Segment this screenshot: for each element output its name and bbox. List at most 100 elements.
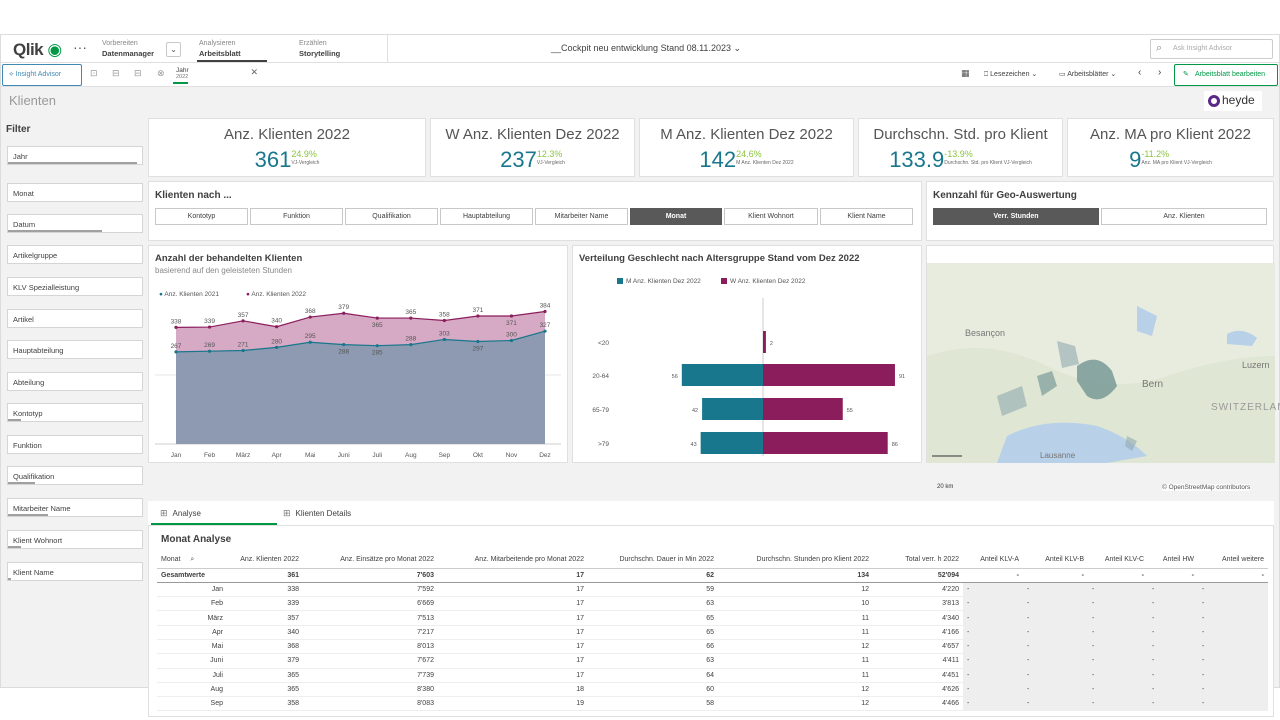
table-cell: 19: [438, 696, 588, 712]
filter-qualifikation[interactable]: Qualifikation: [7, 466, 143, 485]
column-header[interactable]: Anteil HW: [1148, 552, 1198, 569]
map-canvas[interactable]: [927, 246, 1275, 464]
dimension-button-mitarbeiter-name[interactable]: Mitarbeiter Name: [535, 208, 628, 225]
dimension-button-klient-wohnort[interactable]: Klient Wohnort: [724, 208, 818, 225]
search-icon[interactable]: ⌕: [188, 555, 195, 563]
grid-icon[interactable]: ▦: [961, 68, 970, 78]
table-row[interactable]: Mai 368 8'013 17 66 12 4'657- - - - -: [157, 639, 1268, 655]
bar-w: [763, 331, 766, 353]
filter-klient-wohnort[interactable]: Klient Wohnort: [7, 530, 143, 549]
kpi-card[interactable]: W Anz. Klienten Dez 2022 237 12.3% VJ-Vergl…: [430, 118, 635, 177]
kpi-card[interactable]: Anz. Klienten 2022 361 24.9% VJ-Vergleich: [148, 118, 426, 177]
filter-artikel[interactable]: Artikel: [7, 309, 143, 328]
legend-item-2022[interactable]: ● Anz. Klienten 2022: [246, 291, 306, 298]
legend-item-2021[interactable]: ● Anz. Klienten 2021: [159, 291, 219, 298]
filter-datum[interactable]: Datum: [7, 214, 143, 233]
geo-button-anz-klienten[interactable]: Anz. Klienten: [1101, 208, 1267, 225]
dimension-selector-card: Klienten nach ... Kontotyp Funktion Qualif…: [148, 181, 922, 241]
clients-area-chart[interactable]: Anzahl der behandelten Klienten basieren…: [148, 245, 568, 463]
step-back-icon[interactable]: ⊟: [112, 68, 120, 78]
chevron-down-icon: ⌄: [733, 43, 742, 53]
data-label-2022: 365: [372, 322, 383, 329]
table-row[interactable]: Juli 365 7'739 17 64 11 4'451- - - - -: [157, 668, 1268, 683]
nav-prepare[interactable]: Vorbereiten Datenmanager: [102, 40, 155, 58]
qlik-logo[interactable]: Qlik ◉: [13, 40, 62, 59]
dimension-button-kontotyp[interactable]: Kontotyp: [155, 208, 248, 225]
filter-klv-spezialleistung[interactable]: KLV Spezialleistung: [7, 277, 143, 296]
x-tick-label: Sep: [439, 452, 451, 459]
filter-abteilung[interactable]: Abteilung: [7, 372, 143, 391]
filter-mitarbeiter-name[interactable]: Mitarbeiter Name: [7, 498, 143, 517]
geo-map-card[interactable]: Besançon Luzern Bern SWITZERLAND Lausanne 20 …: [926, 245, 1280, 491]
sheets-button[interactable]: ▭ Arbeitsblätter ⌄: [1059, 71, 1117, 78]
gender-age-pyramid-chart[interactable]: Verteilung Geschlecht nach Altersgruppe …: [572, 245, 922, 463]
filter-funktion[interactable]: Funktion: [7, 435, 143, 454]
filter-jahr[interactable]: Jahr: [7, 146, 143, 165]
filter-selection-bar: [8, 162, 137, 164]
table-total-row: Gesamtwerte 361 7'603 17 62 134 52'094- - - - -: [157, 568, 1268, 583]
edit-sheet-button[interactable]: ✎ Arbeitsblatt bearbeiten: [1174, 64, 1278, 86]
table-row[interactable]: Apr 340 7'217 17 65 11 4'166- - - - -: [157, 625, 1268, 640]
legend-item-m[interactable]: M Anz. Klienten Dez 2022: [617, 278, 701, 285]
dimension-button-hauptabteilung[interactable]: Hauptabteilung: [440, 208, 533, 225]
table-cell: Juli: [157, 668, 227, 683]
column-header[interactable]: Anz. Mitarbeitende pro Monat 2022: [438, 552, 588, 569]
filter-kontotyp[interactable]: Kontotyp: [7, 403, 143, 422]
step-forward-icon[interactable]: ⊟: [134, 68, 142, 78]
dimension-button-funktion[interactable]: Funktion: [250, 208, 343, 225]
kpi-card[interactable]: M Anz. Klienten Dez 2022 142 24.6% M Anz. K…: [639, 118, 854, 177]
column-header[interactable]: Anz. Einsätze pro Monat 2022: [303, 552, 438, 569]
table-cell: 11: [718, 653, 873, 669]
table-row[interactable]: Aug 365 8'380 18 60 12 4'626- - - - -: [157, 682, 1268, 698]
selection-chip-jahr[interactable]: Jahr 2022 ✕: [171, 65, 263, 84]
nav-analyze[interactable]: Analysieren Arbeitsblatt: [199, 40, 241, 58]
nav-narrate[interactable]: Erzählen Storytelling: [299, 40, 341, 58]
table-row[interactable]: Feb 339 6'669 17 63 10 3'813- - - - -: [157, 596, 1268, 612]
app-title[interactable]: __Cockpit neu entwicklung Stand 08.11.20…: [551, 43, 742, 53]
chip-selection-bar: [173, 82, 188, 84]
dimension-button-klient-name[interactable]: Klient Name: [820, 208, 913, 225]
x-tick-label: Dez: [539, 452, 551, 459]
column-header[interactable]: Monat ⌕: [157, 552, 227, 569]
clear-selections-icon[interactable]: ⊗: [157, 68, 165, 78]
kpi-card[interactable]: Anz. MA pro Klient 2022 9 -11.2% Anz. MA pr…: [1067, 118, 1274, 177]
column-header[interactable]: Total verr. h 2022: [873, 552, 963, 569]
geo-button-verr-stunden[interactable]: Verr. Stunden: [933, 208, 1099, 225]
table-row[interactable]: Jan 338 7'592 17 59 12 4'220- - - - -: [157, 582, 1268, 598]
filter-artikelgruppe[interactable]: Artikelgruppe: [7, 245, 143, 264]
filter-klient-name[interactable]: Klient Name: [7, 562, 143, 581]
insight-advisor-button[interactable]: ⟡ Insight Advisor: [2, 64, 82, 86]
more-menu-icon[interactable]: ···: [73, 39, 87, 55]
column-header[interactable]: Durchschn. Stunden pro Klient 2022: [718, 552, 873, 569]
bookmarks-button[interactable]: ⎕ Lesezeichen ⌄: [984, 71, 1038, 78]
tab-analyse[interactable]: ⊞ Analyse: [160, 508, 202, 518]
kpi-card[interactable]: Durchschn. Std. pro Klient 133.9 -13.9% Dur…: [858, 118, 1063, 177]
table-row[interactable]: Sep 358 8'083 19 58 12 4'466- - - - -: [157, 696, 1268, 712]
map-attribution[interactable]: © OpenStreetMap contributors: [1162, 484, 1251, 491]
point-2021: [543, 329, 547, 333]
column-header[interactable]: Anteil KLV-B: [1023, 552, 1088, 569]
table-row[interactable]: Juni 379 7'672 17 63 11 4'411- - - - -: [157, 653, 1268, 669]
dimension-button-monat[interactable]: Monat: [630, 208, 722, 225]
insight-search-input[interactable]: ⌕ Ask Insight Advisor: [1150, 39, 1273, 59]
nav-prepare-dropdown[interactable]: ⌄: [166, 42, 181, 57]
next-sheet-button[interactable]: ›: [1158, 67, 1161, 78]
column-header[interactable]: Anteil weitere: [1198, 552, 1268, 569]
filter-monat[interactable]: Monat: [7, 183, 143, 202]
data-label-2022: 371: [506, 320, 517, 327]
column-header[interactable]: Durchschn. Dauer in Min 2022: [588, 552, 718, 569]
dimension-button-qualifikation[interactable]: Qualifikation: [345, 208, 438, 225]
smart-search-icon[interactable]: ⊡: [90, 68, 98, 78]
close-icon[interactable]: ✕: [250, 67, 258, 77]
filter-hauptabteilung[interactable]: Hauptabteilung: [7, 340, 143, 359]
column-header[interactable]: Anteil KLV-C: [1088, 552, 1148, 569]
legend-item-w[interactable]: W Anz. Klienten Dez 2022: [721, 278, 806, 285]
monat-analyse-table[interactable]: Monat ⌕ Anz. Klienten 2022 Anz. Einsätze p…: [157, 552, 1268, 712]
table-row[interactable]: März 357 7'513 17 65 11 4'340- - - - -: [157, 610, 1268, 626]
tab-klienten-details[interactable]: ⊞ Klienten Details: [283, 508, 352, 518]
column-header[interactable]: Anz. Klienten 2022: [227, 552, 303, 569]
column-header[interactable]: Anteil KLV-A: [963, 552, 1023, 569]
previous-sheet-button[interactable]: ‹: [1138, 67, 1141, 78]
table-cell: 17: [438, 582, 588, 598]
table-cell: -: [1198, 568, 1268, 583]
